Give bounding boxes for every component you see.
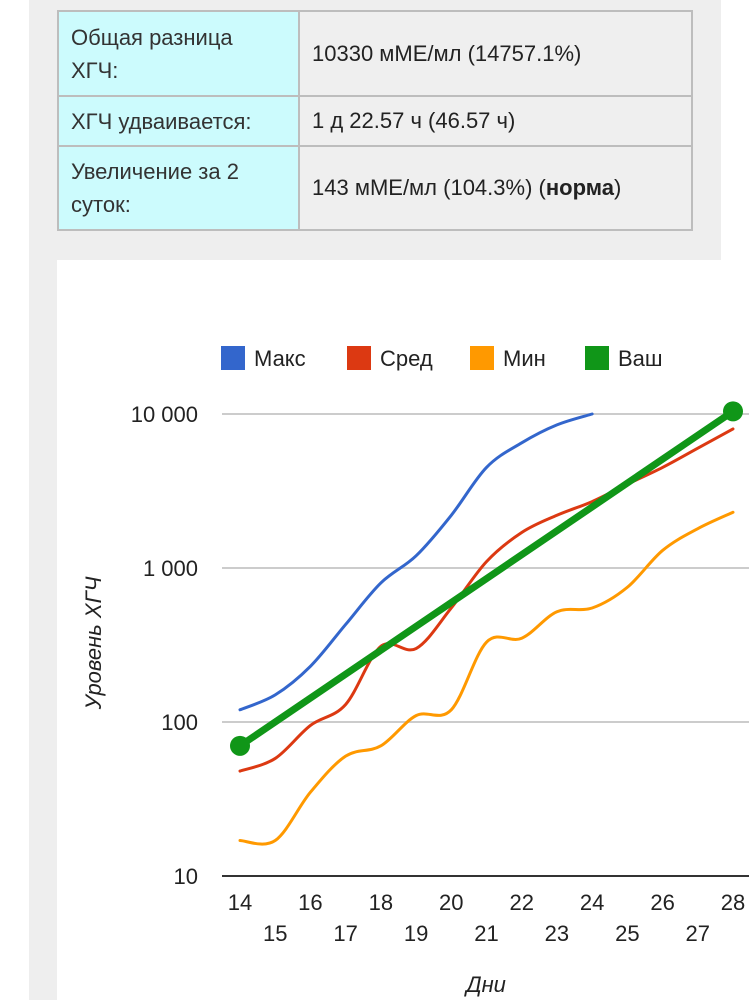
y-axis-title: Уровень ХГЧ [81,576,106,710]
doubling-value: 1 д 22.57 ч (46.57 ч) [298,95,693,147]
x-tick-label: 21 [474,921,498,946]
x-tick-label: 26 [650,890,674,915]
total-diff-value: 10330 мМЕ/мл (14757.1%) [298,10,693,97]
legend-swatch [347,346,371,370]
legend-label: Сред [380,346,433,371]
x-tick-label: 28 [721,890,745,915]
x-tick-label: 15 [263,921,287,946]
y-tick-label: 1 000 [143,556,198,581]
data-point[interactable] [230,735,250,756]
series-line-min [238,510,735,846]
y-axis-ticks: 10 100 1 000 10 000 [131,402,198,889]
status-badge: норма [545,175,614,200]
x-tick-label: 17 [333,921,357,946]
x-tick-label: 27 [686,921,710,946]
x-tick-label: 23 [545,921,569,946]
x-axis-ticks: 14 15 16 17 18 19 20 21 22 23 24 25 26 27 28 [228,890,745,946]
x-tick-label: 18 [369,890,393,915]
x-tick-label: 20 [439,890,463,915]
x-tick-label: 14 [228,890,252,915]
series-line-avg [238,427,735,773]
results-table: Общая разница ХГЧ: 10330 мМЕ/мл (14757.1… [57,10,693,231]
chart-grid [222,413,749,877]
data-point[interactable] [723,401,743,422]
increase-value-prefix: 143 мМЕ/мл (104.3%) ( [312,175,546,200]
legend-swatch [585,346,609,370]
legend-label: Ваш [618,346,663,371]
doubling-label: ХГЧ удваивается: [57,95,300,147]
x-tick-label: 22 [509,890,533,915]
y-tick-label: 10 [174,864,198,889]
increase-value-suffix: ) [613,175,622,200]
chart-legend: Макс Сред Мин Ваш [221,346,663,371]
y-tick-label: 100 [161,710,198,735]
table-row: ХГЧ удваивается: 1 д 22.57 ч (46.57 ч) [57,95,693,147]
legend-label: Макс [254,346,306,371]
increase-value: 143 мМЕ/мл (104.3%) (норма) [298,145,693,231]
x-tick-label: 16 [298,890,322,915]
total-diff-label: Общая разница ХГЧ: [57,10,300,97]
legend-label: Мин [503,346,546,371]
series-line-max [238,412,594,712]
x-axis-title: Дни [463,972,506,997]
table-row: Увеличение за 2 суток: 143 мМЕ/мл (104.3… [57,145,693,231]
legend-swatch [221,346,245,370]
chart-series [230,401,743,846]
increase-label: Увеличение за 2 суток: [57,145,300,231]
series-line-yours [236,407,737,750]
table-row: Общая разница ХГЧ: 10330 мМЕ/мл (14757.1… [57,10,693,97]
x-tick-label: 24 [580,890,604,915]
legend-swatch [470,346,494,370]
panel-edge [29,260,57,1000]
x-tick-label: 25 [615,921,639,946]
x-tick-label: 19 [404,921,428,946]
y-tick-label: 10 000 [131,402,198,427]
